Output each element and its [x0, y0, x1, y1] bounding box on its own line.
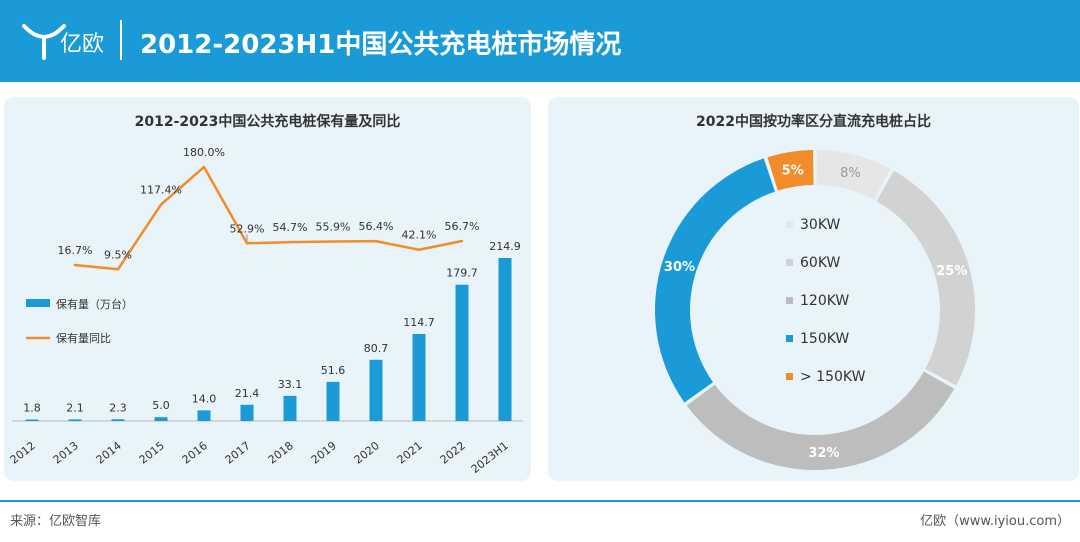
bar-2018 — [283, 395, 297, 421]
yoy-point-2017 — [245, 242, 249, 245]
site-credit: 亿欧（www.iyiou.com） — [920, 514, 1070, 529]
x-tick-2022: 2022 — [438, 439, 468, 466]
yoy-label-2015: 117.4% — [140, 184, 182, 197]
yiou-logo-icon — [22, 24, 66, 60]
donut-chart: 8% 25% 32% 30% 5% 30KW 60KW 120KW 150KW > 150KW — [655, 150, 975, 470]
header-banner: 亿欧 2012-2023H1中国公共充电桩市场情况 — [0, 0, 1080, 82]
slice-30kw — [816, 150, 891, 200]
bar-label-2012: 1.8 — [23, 402, 41, 415]
bar-label-2021: 114.7 — [403, 316, 435, 329]
yoy-label-2013: 16.7% — [58, 244, 93, 257]
yoy-label-2016: 180.0% — [183, 146, 225, 159]
legend-label-150kw: > 150KW — [800, 369, 866, 385]
page-title: 2012-2023H1中国公共充电桩市场情况 — [140, 30, 622, 60]
slice-label-30kw: 8% — [840, 166, 861, 181]
slice-label-150kw: 5% — [782, 163, 804, 178]
x-tick-2012: 2012 — [8, 439, 38, 466]
x-tick-2018: 2018 — [266, 439, 296, 466]
slice-label-120kw: 32% — [808, 446, 839, 461]
bar-2015 — [154, 417, 168, 421]
x-tick-2020: 2020 — [352, 439, 382, 466]
right-chart-panel: 2022中国按功率区分直流充电桩占比 8% 25% 32% 30% 5% 30KW 60KW… — [548, 97, 1079, 481]
yoy-point-2022 — [460, 239, 464, 243]
bar-label-2020: 80.7 — [364, 342, 389, 355]
legend-line-label: 保有量同比 — [56, 331, 111, 345]
bar-label-2017: 21.4 — [235, 387, 260, 400]
yoy-label-2021: 42.1% — [402, 229, 437, 242]
bar-label-2018: 33.1 — [278, 378, 303, 391]
left-chart-panel: 2012-2023中国公共充电桩保有量及同比 1.8 2012 2.1 2013 2.3… — [4, 97, 531, 481]
bar-2017 — [240, 404, 254, 421]
bar-2020 — [369, 359, 383, 421]
legend-label-60kw: 60KW — [800, 255, 840, 271]
combo-chart: 1.8 2012 2.1 2013 2.3 2014 5.0 2015 14.0 2016 21.4… — [8, 146, 523, 476]
bar-label-2015: 5.0 — [152, 399, 170, 412]
bar-2016 — [197, 410, 211, 421]
bar-2023H1 — [498, 258, 512, 421]
yoy-point-2015 — [159, 203, 163, 206]
yoy-point-2020 — [374, 239, 378, 243]
legend-swatch-120kw — [786, 297, 793, 304]
legend-label-30kw: 30KW — [800, 217, 840, 233]
yoy-label-2022: 56.7% — [445, 220, 480, 233]
yoy-label-2020: 56.4% — [359, 220, 394, 233]
x-tick-2013: 2013 — [51, 439, 81, 466]
legend-label-120kw: 120KW — [800, 293, 849, 309]
bar-label-2014: 2.3 — [109, 401, 127, 414]
bar-chart-title: 2012-2023中国公共充电桩保有量及同比 — [134, 114, 401, 130]
yoy-point-2019 — [331, 240, 335, 243]
slice-label-150kw: 30% — [664, 260, 695, 275]
header-divider — [120, 20, 122, 60]
footer-divider — [0, 500, 1080, 502]
yoy-label-2014: 9.5% — [104, 248, 132, 261]
x-tick-2016: 2016 — [180, 439, 210, 466]
brand-name: 亿欧 — [60, 32, 105, 57]
yoy-line — [74, 165, 463, 271]
bar-2022 — [455, 284, 469, 421]
yoy-point-2021 — [417, 248, 421, 251]
bar-label-2013: 2.1 — [66, 401, 84, 414]
slice-label-60kw: 25% — [936, 264, 967, 279]
bar-2013 — [68, 419, 82, 421]
bar-2021 — [412, 334, 426, 421]
source-note: 来源：亿欧智库 — [10, 514, 102, 529]
bar-2014 — [111, 419, 125, 421]
donut-chart-title: 2022中国按功率区分直流充电桩占比 — [696, 114, 931, 130]
x-tick-2023H1: 2023H1 — [469, 439, 511, 476]
bar-label-2019: 51.6 — [321, 364, 346, 377]
yoy-label-2017: 52.9% — [230, 222, 265, 235]
yoy-point-2014 — [116, 268, 120, 271]
slice-120kw — [686, 371, 955, 470]
x-tick-2021: 2021 — [395, 439, 425, 466]
yoy-point-2013 — [73, 263, 77, 267]
yoy-label-2018: 54.7% — [273, 221, 308, 234]
yoy-point-2018 — [288, 240, 292, 244]
bar-2019 — [326, 381, 340, 421]
legend-swatch-150kw — [786, 373, 793, 380]
bar-label-2016: 14.0 — [192, 392, 217, 405]
legend-swatch-150kw — [786, 335, 793, 342]
yoy-label-2019: 55.9% — [316, 220, 351, 233]
x-tick-2014: 2014 — [94, 439, 124, 466]
x-tick-2019: 2019 — [309, 439, 339, 466]
yoy-point-2016 — [202, 165, 206, 169]
legend-label-150kw: 150KW — [800, 331, 849, 347]
legend-bar-swatch — [26, 299, 50, 307]
x-tick-2015: 2015 — [137, 439, 167, 466]
legend-swatch-60kw — [786, 259, 793, 266]
slice-150kw — [655, 158, 775, 403]
legend-swatch-30kw — [786, 221, 793, 228]
bar-2012 — [25, 419, 39, 421]
bar-label-2022: 179.7 — [446, 267, 478, 280]
slice-150kw — [767, 150, 814, 191]
slice-60kw — [876, 170, 975, 386]
x-tick-2017: 2017 — [223, 439, 253, 466]
bar-label-2023H1: 214.9 — [489, 240, 521, 253]
legend-bar-label: 保有量（万台） — [56, 297, 133, 311]
